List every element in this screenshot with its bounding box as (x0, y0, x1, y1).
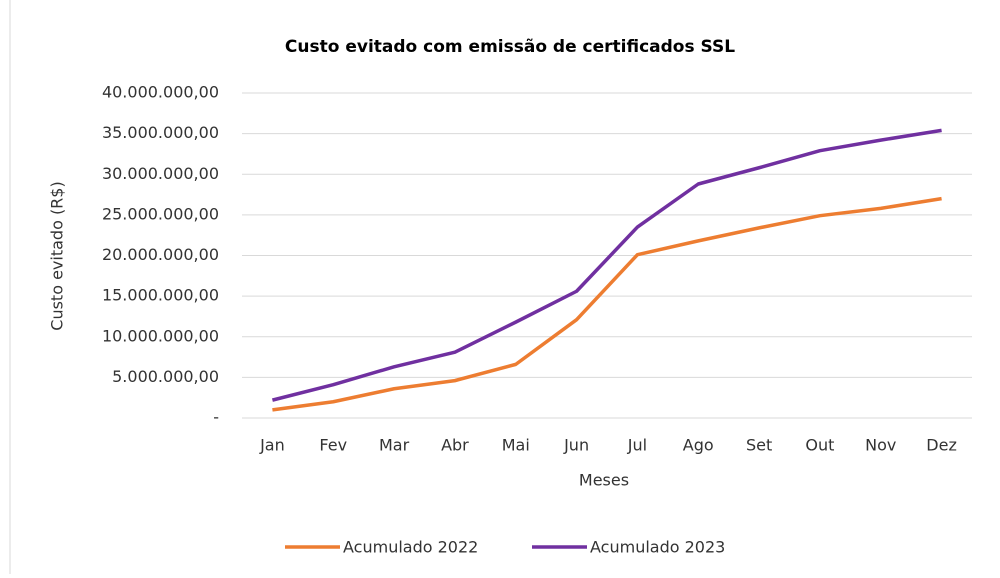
x-tick-label: Jan (259, 436, 285, 455)
y-tick-label: 40.000.000,00 (102, 83, 219, 102)
x-tick-label: Mar (379, 436, 410, 455)
x-tick-label: Mai (502, 436, 530, 455)
y-tick-label: 5.000.000,00 (112, 367, 219, 386)
y-tick-label: 25.000.000,00 (102, 204, 219, 223)
chart-border (9, 0, 1000, 578)
series-line (271, 128, 942, 402)
y-tick-label: 10.000.000,00 (102, 326, 219, 345)
y-axis-label: Custo evitado (R$) (48, 181, 67, 330)
x-tick-label: Fev (319, 436, 347, 455)
chart-title: Custo evitado com emissão de certificado… (285, 37, 735, 57)
y-tick-label: 35.000.000,00 (102, 123, 219, 142)
x-tick-label: Nov (865, 436, 896, 455)
y-tick-label: - (213, 408, 219, 427)
x-tick-label: Ago (683, 436, 714, 455)
x-tick-label: Abr (441, 436, 469, 455)
y-tick-label: 15.000.000,00 (102, 286, 219, 305)
y-tick-label: 30.000.000,00 (102, 164, 219, 183)
x-tick-label: Out (805, 436, 834, 455)
legend-label: Acumulado 2022 (343, 538, 478, 557)
x-tick-label: Jul (627, 436, 647, 455)
series-line (272, 196, 942, 412)
x-axis-label: Meses (579, 471, 629, 490)
x-tick-label: Set (746, 436, 772, 455)
legend-label: Acumulado 2023 (590, 538, 725, 557)
x-tick-label: Dez (926, 436, 957, 455)
x-tick-label: Jun (563, 436, 589, 455)
y-tick-label: 20.000.000,00 (102, 245, 219, 264)
